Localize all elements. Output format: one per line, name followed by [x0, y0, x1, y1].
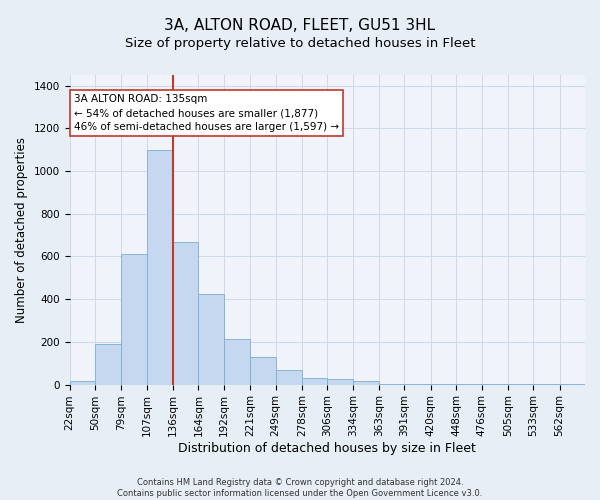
Bar — [302, 378, 327, 384]
Bar — [275, 370, 302, 384]
Text: 3A, ALTON ROAD, FLEET, GU51 3HL: 3A, ALTON ROAD, FLEET, GU51 3HL — [164, 18, 436, 32]
Bar — [353, 382, 379, 384]
Bar — [250, 357, 275, 384]
Bar — [95, 344, 121, 385]
Text: 3A ALTON ROAD: 135sqm
← 54% of detached houses are smaller (1,877)
46% of semi-d: 3A ALTON ROAD: 135sqm ← 54% of detached … — [74, 94, 339, 132]
Bar — [146, 150, 173, 384]
Y-axis label: Number of detached properties: Number of detached properties — [15, 137, 28, 323]
Bar — [70, 382, 95, 384]
Bar — [173, 242, 199, 384]
Text: Contains HM Land Registry data © Crown copyright and database right 2024.
Contai: Contains HM Land Registry data © Crown c… — [118, 478, 482, 498]
X-axis label: Distribution of detached houses by size in Fleet: Distribution of detached houses by size … — [178, 442, 476, 455]
Bar — [327, 380, 353, 384]
Bar — [121, 254, 146, 384]
Bar — [224, 338, 250, 384]
Text: Size of property relative to detached houses in Fleet: Size of property relative to detached ho… — [125, 38, 475, 51]
Bar — [199, 294, 224, 384]
